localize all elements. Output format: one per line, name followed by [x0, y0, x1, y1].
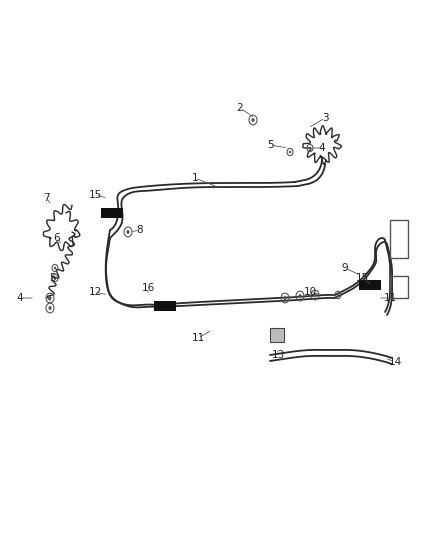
Circle shape: [49, 296, 52, 300]
Text: 15: 15: [88, 190, 102, 200]
Circle shape: [54, 277, 56, 279]
Text: 6: 6: [54, 233, 60, 243]
Circle shape: [49, 306, 52, 310]
Text: 2: 2: [237, 103, 244, 113]
Bar: [270, 328, 284, 342]
Text: 11: 11: [191, 333, 205, 343]
Text: 9: 9: [342, 263, 348, 273]
Text: 14: 14: [389, 357, 402, 367]
Text: 11: 11: [383, 293, 397, 303]
Circle shape: [337, 294, 339, 296]
Text: 12: 12: [88, 287, 102, 297]
Circle shape: [54, 266, 56, 270]
Bar: [390, 220, 408, 258]
Text: 4: 4: [17, 293, 23, 303]
Bar: [390, 276, 408, 298]
Text: 5: 5: [49, 273, 55, 283]
Text: 10: 10: [304, 287, 317, 297]
Circle shape: [283, 296, 286, 300]
Text: 1: 1: [192, 173, 198, 183]
Circle shape: [289, 150, 291, 154]
Bar: [101, 208, 123, 218]
Circle shape: [298, 294, 302, 298]
Text: 8: 8: [137, 225, 143, 235]
Circle shape: [309, 147, 311, 149]
Text: 16: 16: [141, 283, 155, 293]
Circle shape: [127, 230, 130, 234]
Circle shape: [251, 118, 254, 122]
Bar: [359, 280, 381, 290]
Circle shape: [314, 293, 317, 297]
Text: 3: 3: [321, 113, 328, 123]
Text: 13: 13: [272, 350, 285, 360]
Bar: [154, 301, 176, 311]
Text: 5: 5: [267, 140, 273, 150]
Text: 4: 4: [319, 143, 325, 153]
Text: 15: 15: [355, 273, 369, 283]
Text: 7: 7: [42, 193, 49, 203]
